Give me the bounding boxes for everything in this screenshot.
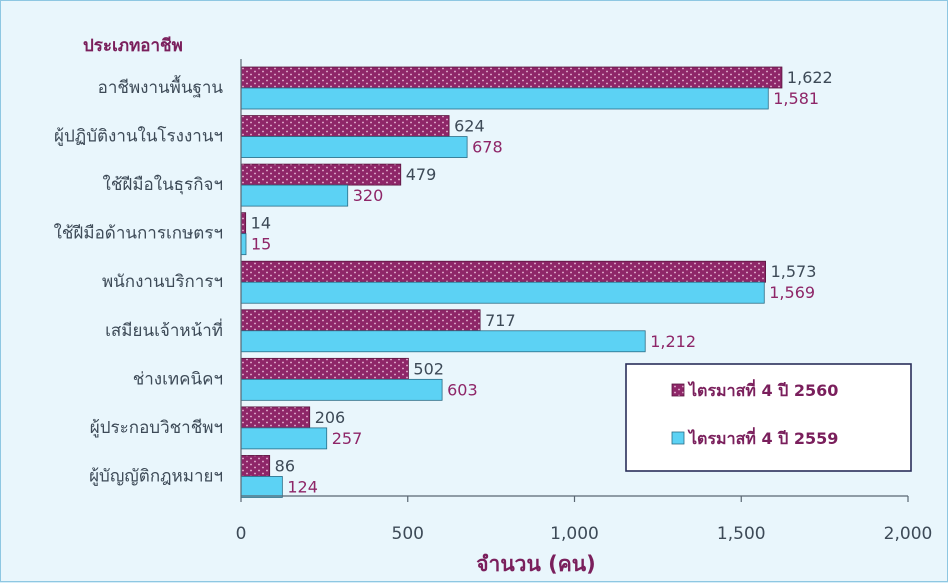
data-label-2559: 1,569 (769, 283, 815, 302)
bar-2559 (240, 87, 769, 110)
category-label: ใช้ฝีมือด้านการเกษตรฯ (54, 223, 223, 244)
data-label-2560: 206 (315, 408, 346, 427)
x-tick-label: 1,500 (717, 524, 766, 544)
data-label-2559: 257 (332, 429, 363, 448)
bar-2560 (240, 455, 271, 477)
category-label: อาชีพงานพื้นฐาน (98, 75, 224, 98)
y-axis-title: ประเภทอาชีพ (83, 35, 183, 56)
bar-2559 (240, 281, 765, 304)
bar-2559 (240, 330, 646, 353)
bar-2560 (240, 357, 409, 380)
x-tick-label: 0 (236, 524, 247, 544)
x-tick-label: 2,000 (884, 524, 933, 544)
bar-2560 (240, 212, 247, 235)
category-label: ผู้ประกอบวิชาชีพฯ (90, 418, 223, 438)
data-label-2559: 603 (447, 380, 478, 399)
bar-2560 (240, 260, 766, 283)
category-label: ผู้ปฏิบัติงานในโรงงานฯ (54, 126, 223, 147)
bar-2559 (240, 476, 283, 498)
legend: ไตรมาสที่ 4 ปี 2560 ไตรมาสที่ 4 ปี 2559 (625, 363, 912, 472)
x-axis-title: จำนวน (คน) (476, 552, 596, 576)
data-label-2559: 15 (251, 235, 271, 254)
data-label-2560: 86 (275, 456, 295, 475)
data-label-2560: 624 (454, 117, 485, 136)
data-label-2559: 678 (472, 138, 503, 157)
data-label-2560: 717 (485, 311, 516, 330)
bar-2559 (240, 378, 443, 401)
bar-2560 (240, 163, 402, 186)
legend-swatch-2559 (671, 431, 685, 445)
legend-swatch-2560 (671, 383, 685, 397)
category-label: พนักงานบริการฯ (102, 272, 223, 292)
data-label-2560: 502 (413, 359, 444, 378)
data-label-2560: 1,622 (787, 68, 833, 87)
category-label: ช่างเทคนิคฯ (133, 369, 223, 389)
bar-2560 (240, 406, 311, 429)
bar-2559 (240, 427, 328, 450)
data-label-2559: 320 (353, 186, 384, 205)
data-label-2559: 124 (287, 477, 318, 496)
bar-2560 (240, 66, 783, 89)
category-label: ผู้บัญญัติกฎหมายฯ (89, 466, 223, 486)
data-label-2559: 1,581 (773, 89, 819, 108)
x-tick-label: 500 (392, 524, 424, 544)
bar-2560 (240, 309, 481, 332)
bar-2560 (240, 115, 450, 137)
data-label-2560: 479 (406, 165, 437, 184)
category-label: เสมียนเจ้าหน้าที่ (105, 318, 223, 341)
data-label-2560: 14 (251, 214, 271, 233)
data-label-2559: 1,212 (650, 332, 696, 351)
legend-label-2560: ไตรมาสที่ 4 ปี 2560 (687, 379, 838, 400)
bar-2559 (240, 136, 468, 158)
category-label: ใช้ฝีมือในธุรกิจฯ (103, 174, 223, 195)
bar-2559 (240, 184, 349, 207)
bar-2559 (240, 233, 247, 256)
data-label-2560: 1,573 (771, 262, 817, 281)
x-tick-label: 1,000 (550, 524, 599, 544)
legend-label-2559: ไตรมาสที่ 4 ปี 2559 (687, 427, 838, 448)
